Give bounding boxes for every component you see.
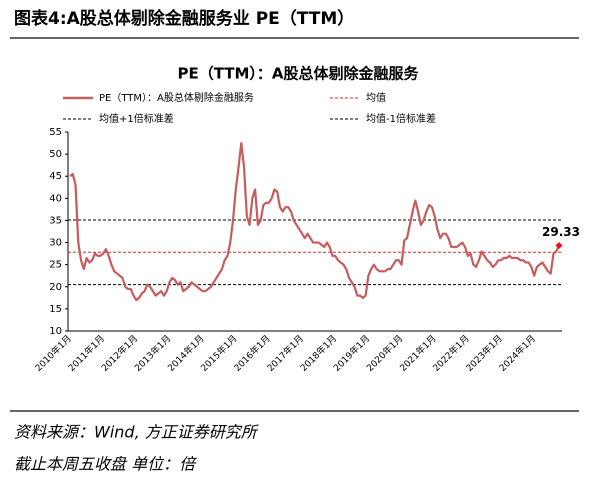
- chart-title: PE（TTM）：A股总体剔除金融服务: [177, 65, 419, 83]
- value-label: 29.33: [542, 225, 580, 239]
- y-tick-label: 55: [49, 127, 62, 138]
- y-tick-label: 20: [49, 282, 62, 293]
- x-tick-label: 2024年1月: [497, 332, 538, 373]
- note: 截止本周五收盘 单位：倍: [14, 455, 197, 474]
- series-line: [69, 141, 560, 302]
- y-tick-label: 45: [49, 171, 62, 182]
- legend-label: 均值: [366, 91, 386, 104]
- last-point: [555, 241, 563, 250]
- y-tick-label: 10: [49, 326, 62, 337]
- y-tick-label: 30: [49, 238, 62, 249]
- y-tick-label: 35: [49, 215, 62, 226]
- legend-label: 均值+1倍标准差: [99, 112, 174, 125]
- legend-label: 均值-1倍标准差: [366, 112, 436, 125]
- legend-label: PE（TTM）：A股总体剔除金融服务: [99, 91, 254, 104]
- y-tick-label: 25: [49, 260, 62, 271]
- y-tick-label: 40: [49, 193, 62, 204]
- y-tick-label: 15: [49, 304, 62, 315]
- source: 资料来源：Wind, 方正证券研究所: [14, 423, 260, 442]
- page-title: 图表4:A股总体剔除金融服务业 PE（TTM）: [14, 8, 354, 29]
- y-tick-label: 50: [49, 149, 62, 160]
